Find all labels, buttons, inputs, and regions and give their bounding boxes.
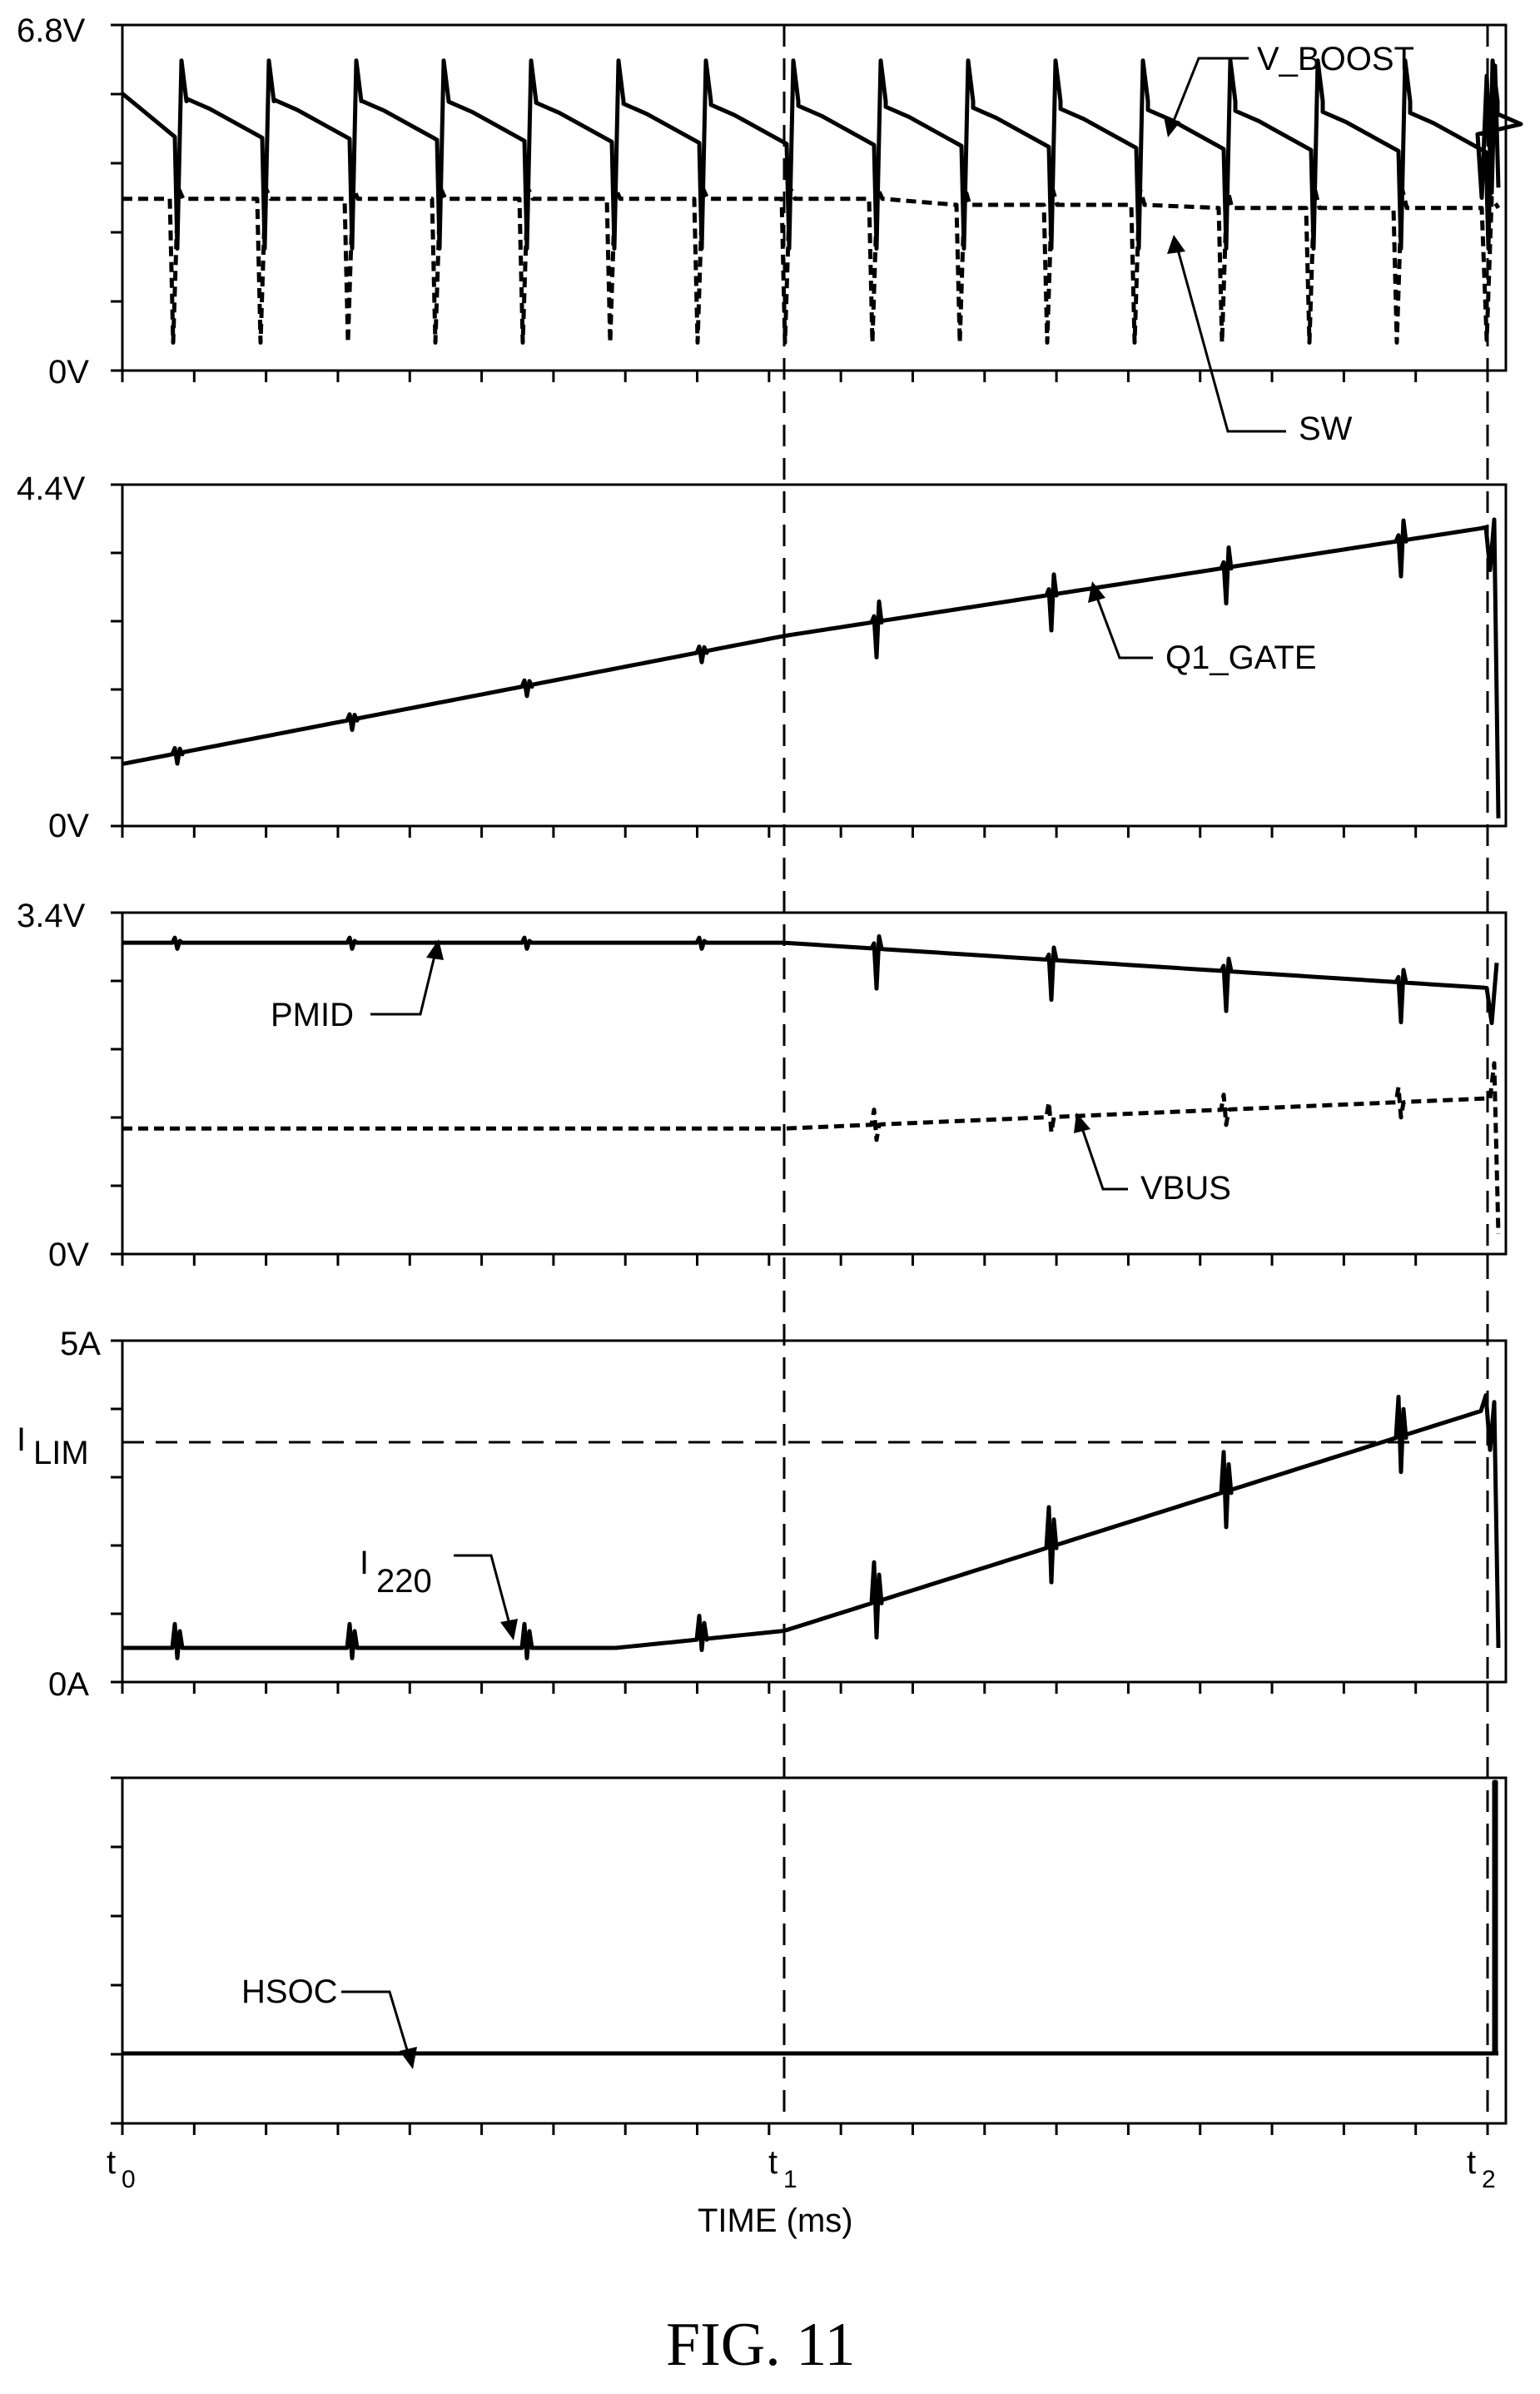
v-boost-arrow-icon: [1164, 117, 1180, 137]
v-boost-series-line: [121, 58, 1523, 251]
panel-3-frame: [121, 911, 1508, 1256]
vbus-leader: [1080, 1127, 1128, 1191]
q1-gate-series-line: [122, 517, 1501, 819]
hsoc-label: HSOC: [241, 1973, 338, 2010]
i220-series-line: [122, 1393, 1501, 1660]
xtick-t1-sub: 1: [783, 2166, 797, 2193]
i220-leader: [454, 1554, 511, 1625]
sw-label: SW: [1299, 411, 1353, 447]
figure-caption: FIG. 11: [666, 2311, 856, 2379]
sw-arrow-icon: [1167, 235, 1185, 254]
xtick-t1: t 1: [768, 2144, 797, 2193]
ilim-label-main: I: [17, 1421, 26, 1458]
p1-ytick-bottom: 0V: [48, 354, 89, 391]
panel-2-frame: [121, 483, 1508, 828]
pmid-arrow-icon: [426, 939, 444, 960]
xtick-t2-sub: 2: [1482, 2166, 1496, 2193]
i220-arrow-icon: [500, 1619, 518, 1640]
xtick-t0: t 0: [107, 2144, 136, 2193]
i220-label: I 220: [360, 1545, 432, 1600]
xtick-t2: t 2: [1467, 2144, 1496, 2193]
hsoc-leader: [341, 1990, 410, 2053]
p3-ytick-top: 3.4V: [17, 898, 86, 934]
xtick-t1-main: t: [768, 2144, 777, 2181]
xtick-t2-main: t: [1467, 2144, 1476, 2181]
q1-gate-leader: [1095, 597, 1153, 659]
p4-ytick-top: 5A: [60, 1326, 101, 1362]
hsoc-series-line: [122, 1779, 1498, 2056]
vbus-arrow-icon: [1074, 1112, 1090, 1133]
q1-gate-arrow-icon: [1088, 581, 1105, 603]
p2-ytick-bottom: 0V: [48, 808, 89, 844]
p4-ytick-ilim: I LIM: [17, 1421, 89, 1471]
panel-5-frame: [121, 1776, 1508, 2125]
panel-4-frame: [121, 1339, 1508, 1684]
i220-label-main: I: [360, 1545, 369, 1581]
v-boost-label: V_BOOST: [1257, 41, 1414, 77]
pmid-label: PMID: [271, 997, 354, 1033]
i220-label-sub: 220: [376, 1563, 432, 1600]
p4-ytick-bottom: 0A: [48, 1666, 89, 1703]
vbus-series-line: [122, 1061, 1501, 1234]
pmid-leader: [370, 955, 436, 1016]
p1-ytick-top: 6.8V: [17, 12, 86, 49]
xtick-t0-main: t: [107, 2144, 116, 2181]
pmid-series-line: [122, 933, 1499, 1026]
sw-leader: [1176, 249, 1286, 433]
vbus-label: VBUS: [1140, 1170, 1231, 1207]
panel-frames: [121, 23, 1508, 2125]
x-axis-label: TIME (ms): [698, 2202, 853, 2239]
v-boost-leader: [1172, 57, 1249, 122]
ilim-label-sub: LIM: [33, 1435, 89, 1471]
q1-gate-label: Q1_GATE: [1165, 640, 1317, 676]
hsoc-arrow-icon: [400, 2047, 417, 2069]
axis-ticks: [111, 23, 1489, 2135]
sw-series-line: [122, 185, 1501, 345]
p2-ytick-top: 4.4V: [17, 470, 86, 507]
p3-ytick-bottom: 0V: [48, 1237, 89, 1273]
xtick-t0-sub: 0: [122, 2166, 136, 2193]
